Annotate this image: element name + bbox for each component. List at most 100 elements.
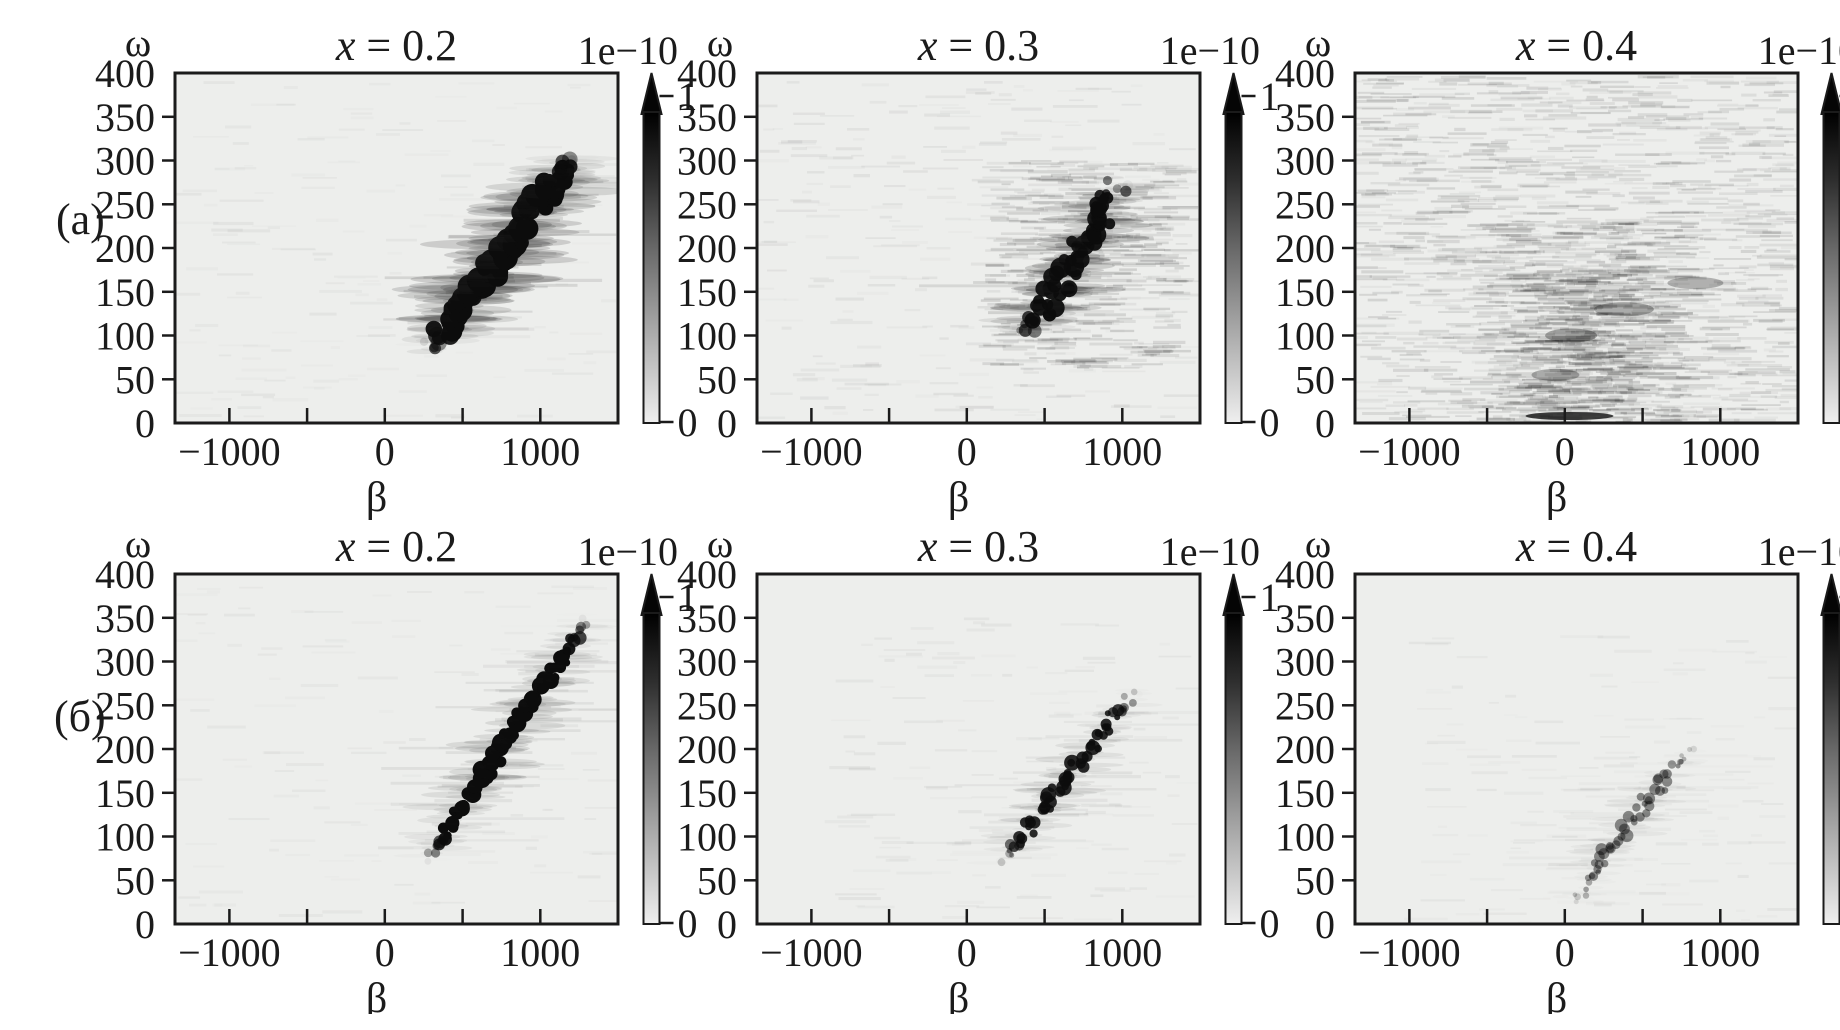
y-tick-label: 100 (95, 815, 155, 860)
y-tick-label: 250 (677, 683, 737, 728)
colorbar-arrow (642, 574, 662, 615)
y-tick-label: 150 (1275, 270, 1335, 315)
y-tick-label: 250 (677, 182, 737, 227)
y-tick-label: 0 (717, 401, 737, 446)
x-tick-label: 0 (375, 429, 395, 474)
y-tick-label: 300 (1275, 139, 1335, 184)
y-tick-label: 200 (677, 226, 737, 271)
y-tick-label: 200 (1275, 226, 1335, 271)
x-tick-label: −1000 (178, 429, 281, 474)
colorbar (644, 112, 660, 423)
y-tick-label: 200 (95, 727, 155, 772)
y-tick-label: 250 (1275, 182, 1335, 227)
colorbar-arrow (642, 73, 662, 114)
x-axis-label: β (366, 976, 387, 1014)
y-tick-label: 50 (1295, 357, 1335, 402)
y-tick-label: 300 (95, 139, 155, 184)
plot-background (1355, 574, 1798, 924)
colorbar (1824, 112, 1840, 423)
y-tick-label: 350 (95, 95, 155, 140)
y-tick-label: 150 (1275, 771, 1335, 816)
y-tick-label: 100 (1275, 815, 1335, 860)
y-tick-label: 350 (677, 95, 737, 140)
y-tick-label: 0 (135, 401, 155, 446)
plot-background (757, 574, 1200, 924)
x-tick-label: −1000 (178, 930, 281, 975)
y-tick-label: 350 (95, 596, 155, 641)
colorbar-exponent: 1e−10 (1758, 529, 1840, 574)
y-tick-label: 300 (677, 139, 737, 184)
y-tick-label: 150 (677, 270, 737, 315)
y-tick-label: 50 (115, 357, 155, 402)
y-tick-label: 100 (1275, 314, 1335, 359)
x-tick-label: 0 (957, 930, 977, 975)
y-tick-label: 0 (135, 902, 155, 947)
x-tick-label: −1000 (760, 429, 863, 474)
x-tick-label: 1000 (1082, 429, 1162, 474)
x-tick-label: 1000 (1680, 930, 1760, 975)
x-tick-label: 0 (1555, 930, 1575, 975)
y-axis-label: ω (125, 20, 151, 65)
x-axis-label: β (948, 976, 969, 1014)
x-axis-label: β (948, 475, 969, 521)
colorbar-exponent: 1e−10 (1160, 28, 1260, 73)
colorbar-arrow (1224, 73, 1244, 114)
y-tick-label: 150 (95, 771, 155, 816)
colorbar (644, 613, 660, 924)
y-tick-label: 300 (1275, 640, 1335, 685)
x-tick-label: 0 (957, 429, 977, 474)
y-tick-label: 100 (677, 314, 737, 359)
y-tick-label: 300 (677, 640, 737, 685)
x-tick-label: −1000 (1358, 930, 1461, 975)
x-tick-label: 1000 (500, 930, 580, 975)
x-tick-label: 1000 (1082, 930, 1162, 975)
y-axis-label: ω (1305, 521, 1331, 566)
y-tick-label: 50 (697, 858, 737, 903)
x-tick-label: 1000 (1680, 429, 1760, 474)
colorbar-min-label: 0 (1260, 901, 1280, 946)
colorbar-exponent: 1e−10 (578, 529, 678, 574)
colorbar-arrow (1822, 73, 1840, 114)
y-tick-label: 100 (677, 815, 737, 860)
y-tick-label: 0 (1315, 401, 1335, 446)
y-tick-label: 350 (1275, 596, 1335, 641)
y-tick-label: 50 (1295, 858, 1335, 903)
colorbar-arrow (1822, 574, 1840, 615)
x-tick-label: 1000 (500, 429, 580, 474)
panel-title: x = 0.2 (335, 522, 457, 571)
y-tick-label: 250 (95, 683, 155, 728)
y-tick-label: 0 (1315, 902, 1335, 947)
colorbar-arrow (1224, 574, 1244, 615)
colorbar-exponent: 1e−10 (1160, 529, 1260, 574)
y-tick-label: 150 (677, 771, 737, 816)
y-axis-label: ω (707, 20, 733, 65)
colorbar-min-label: 0 (1260, 400, 1280, 445)
y-axis-label: ω (125, 521, 151, 566)
panel-title: x = 0.3 (917, 21, 1039, 70)
y-tick-label: 350 (1275, 95, 1335, 140)
colorbar (1226, 613, 1242, 924)
y-axis-label: ω (707, 521, 733, 566)
panel-title: x = 0.4 (1515, 522, 1637, 571)
panel-title: x = 0.2 (335, 21, 457, 70)
x-tick-label: 0 (1555, 429, 1575, 474)
y-tick-label: 150 (95, 270, 155, 315)
colorbar (1226, 112, 1242, 423)
x-axis-label: β (1546, 475, 1567, 521)
y-tick-label: 200 (1275, 727, 1335, 772)
y-tick-label: 100 (95, 314, 155, 359)
colorbar-exponent: 1e−10 (1758, 28, 1840, 73)
x-tick-label: −1000 (760, 930, 863, 975)
panel-title: x = 0.3 (917, 522, 1039, 571)
colorbar (1824, 613, 1840, 924)
y-tick-label: 250 (1275, 683, 1335, 728)
y-axis-label: ω (1305, 20, 1331, 65)
y-tick-label: 350 (677, 596, 737, 641)
